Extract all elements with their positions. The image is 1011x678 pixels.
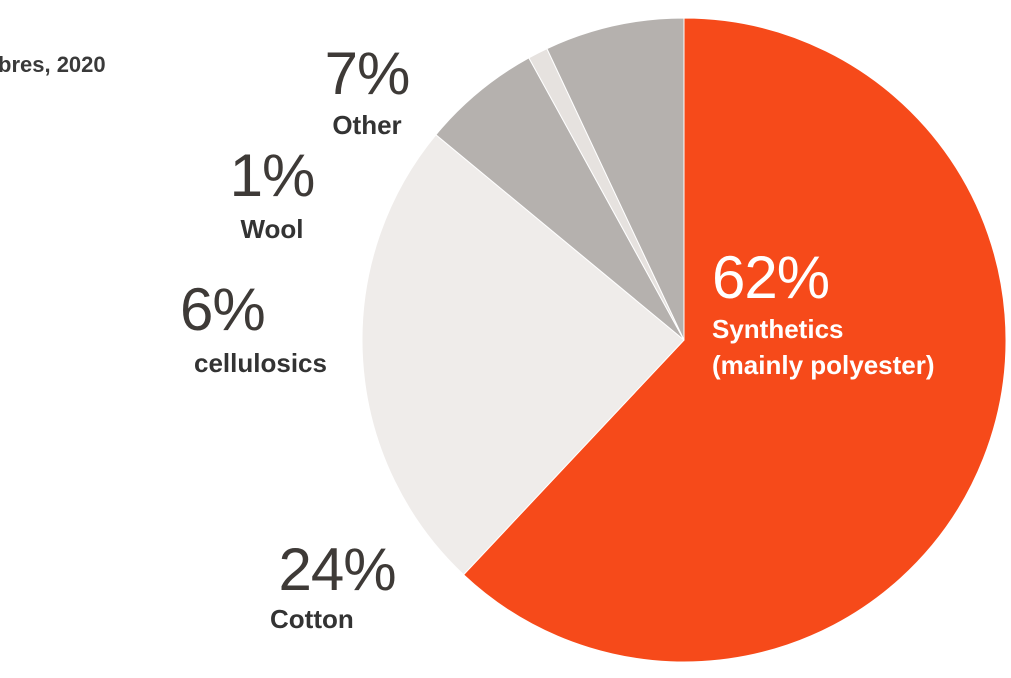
- label-cellulosics: 6% cellulosics: [178, 276, 343, 379]
- slice-cotton: [361, 134, 685, 576]
- value-cellulosics: 6%: [180, 276, 266, 343]
- slice-cellulosics: [435, 57, 685, 341]
- value-wool: 1%: [229, 142, 316, 209]
- label-wool: 1% Wool: [222, 142, 322, 245]
- name-cotton: Cotton: [270, 604, 354, 634]
- value-cotton: 24%: [278, 536, 396, 603]
- label-synthetics: 62% Synthetics (mainly polyester): [712, 244, 935, 381]
- label-cotton: 24% Cotton: [262, 536, 412, 635]
- chart-title: bres, 2020: [0, 52, 106, 77]
- name-other: Other: [332, 110, 402, 140]
- label-other: 7% Other: [312, 40, 422, 141]
- name-synthetics-line2: (mainly polyester): [712, 350, 935, 380]
- name-wool: Wool: [240, 214, 304, 244]
- value-other: 7%: [324, 40, 411, 107]
- slice-other: [546, 17, 685, 341]
- name-synthetics-line1: Synthetics: [712, 314, 844, 344]
- name-cellulosics: cellulosics: [194, 348, 327, 378]
- value-synthetics: 62%: [712, 244, 830, 311]
- slice-synthetics: [462, 17, 1007, 663]
